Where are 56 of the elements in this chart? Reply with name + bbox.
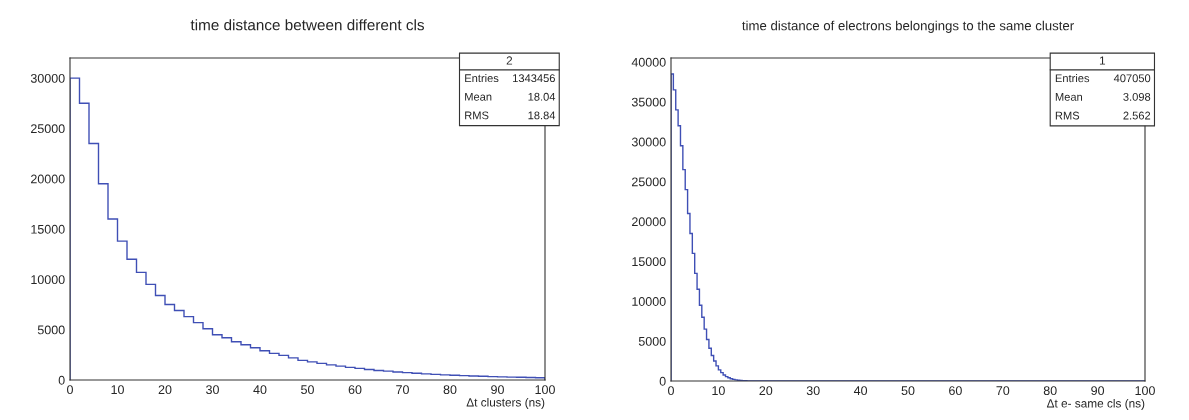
y-tick-label: 15000 bbox=[31, 224, 65, 234]
y-tick-label: 0 bbox=[659, 376, 666, 386]
x-tick-label: 20 bbox=[759, 386, 773, 396]
annotation: 18.04 bbox=[528, 92, 556, 101]
x-tick-label: 40 bbox=[253, 385, 267, 395]
y-tick-label: 35000 bbox=[631, 97, 666, 107]
y-tick-label: 20000 bbox=[31, 174, 65, 184]
annotation: 407050 bbox=[1113, 74, 1151, 83]
x-tick-label: 60 bbox=[949, 386, 962, 396]
annotation: RMS bbox=[465, 111, 489, 120]
x-axis-title: Δt clusters (ns) bbox=[466, 397, 545, 409]
x-tick-label: 20 bbox=[158, 385, 172, 395]
annotation: 2 bbox=[506, 56, 513, 65]
x-tick-label: 60 bbox=[348, 385, 362, 395]
chart-title: time distance of electrons belongings to the same cluster bbox=[742, 20, 1074, 33]
x-tick-label: 30 bbox=[806, 386, 820, 396]
y-tick-label: 30000 bbox=[30, 73, 65, 83]
x-tick-label: 0 bbox=[668, 386, 674, 396]
x-tick-label: 10 bbox=[712, 386, 725, 396]
y-tick-label: 5000 bbox=[638, 336, 666, 346]
annotation: 18.84 bbox=[528, 111, 556, 120]
x-tick-label: 50 bbox=[901, 386, 915, 396]
x-tick-label: 70 bbox=[396, 385, 409, 395]
annotation: Mean bbox=[1055, 93, 1083, 101]
x-tick-label: 80 bbox=[443, 385, 457, 395]
annotation: 2.562 bbox=[1123, 111, 1151, 120]
chart-title: time distance between different cls bbox=[190, 19, 425, 31]
annotation: 1343456 bbox=[513, 74, 555, 83]
annotation: Entries bbox=[1055, 74, 1090, 83]
x-tick-label: 0 bbox=[67, 385, 73, 395]
y-tick-label: 20000 bbox=[632, 217, 666, 227]
x-tick-label: 100 bbox=[1135, 386, 1155, 396]
x-tick-label: 80 bbox=[1043, 386, 1057, 396]
y-tick-label: 0 bbox=[58, 375, 65, 385]
x-tick-label: 30 bbox=[206, 385, 219, 395]
annotation: 1 bbox=[1099, 56, 1106, 65]
y-tick-label: 25000 bbox=[632, 177, 666, 187]
x-tick-label: 40 bbox=[853, 386, 868, 396]
x-axis-title: Δt e- same cls (ns) bbox=[1046, 398, 1145, 410]
y-tick-label: 25000 bbox=[31, 124, 65, 134]
y-tick-label: 10000 bbox=[632, 297, 666, 306]
x-tick-label: 50 bbox=[301, 385, 314, 395]
x-tick-label: 90 bbox=[1091, 386, 1105, 396]
x-tick-label: 100 bbox=[535, 385, 555, 395]
y-tick-label: 40000 bbox=[631, 57, 666, 67]
x-tick-label: 10 bbox=[111, 385, 124, 395]
y-tick-label: 30000 bbox=[631, 137, 666, 147]
y-tick-label: 5000 bbox=[37, 325, 65, 335]
annotation: RMS bbox=[1055, 111, 1080, 120]
annotation: Entries bbox=[465, 73, 499, 83]
x-tick-label: 90 bbox=[491, 385, 504, 395]
x-tick-label: 70 bbox=[996, 386, 1010, 396]
y-tick-label: 15000 bbox=[632, 257, 666, 267]
y-tick-label: 10000 bbox=[31, 275, 65, 285]
annotation: Mean bbox=[465, 92, 492, 101]
annotation: 3.098 bbox=[1123, 92, 1151, 101]
